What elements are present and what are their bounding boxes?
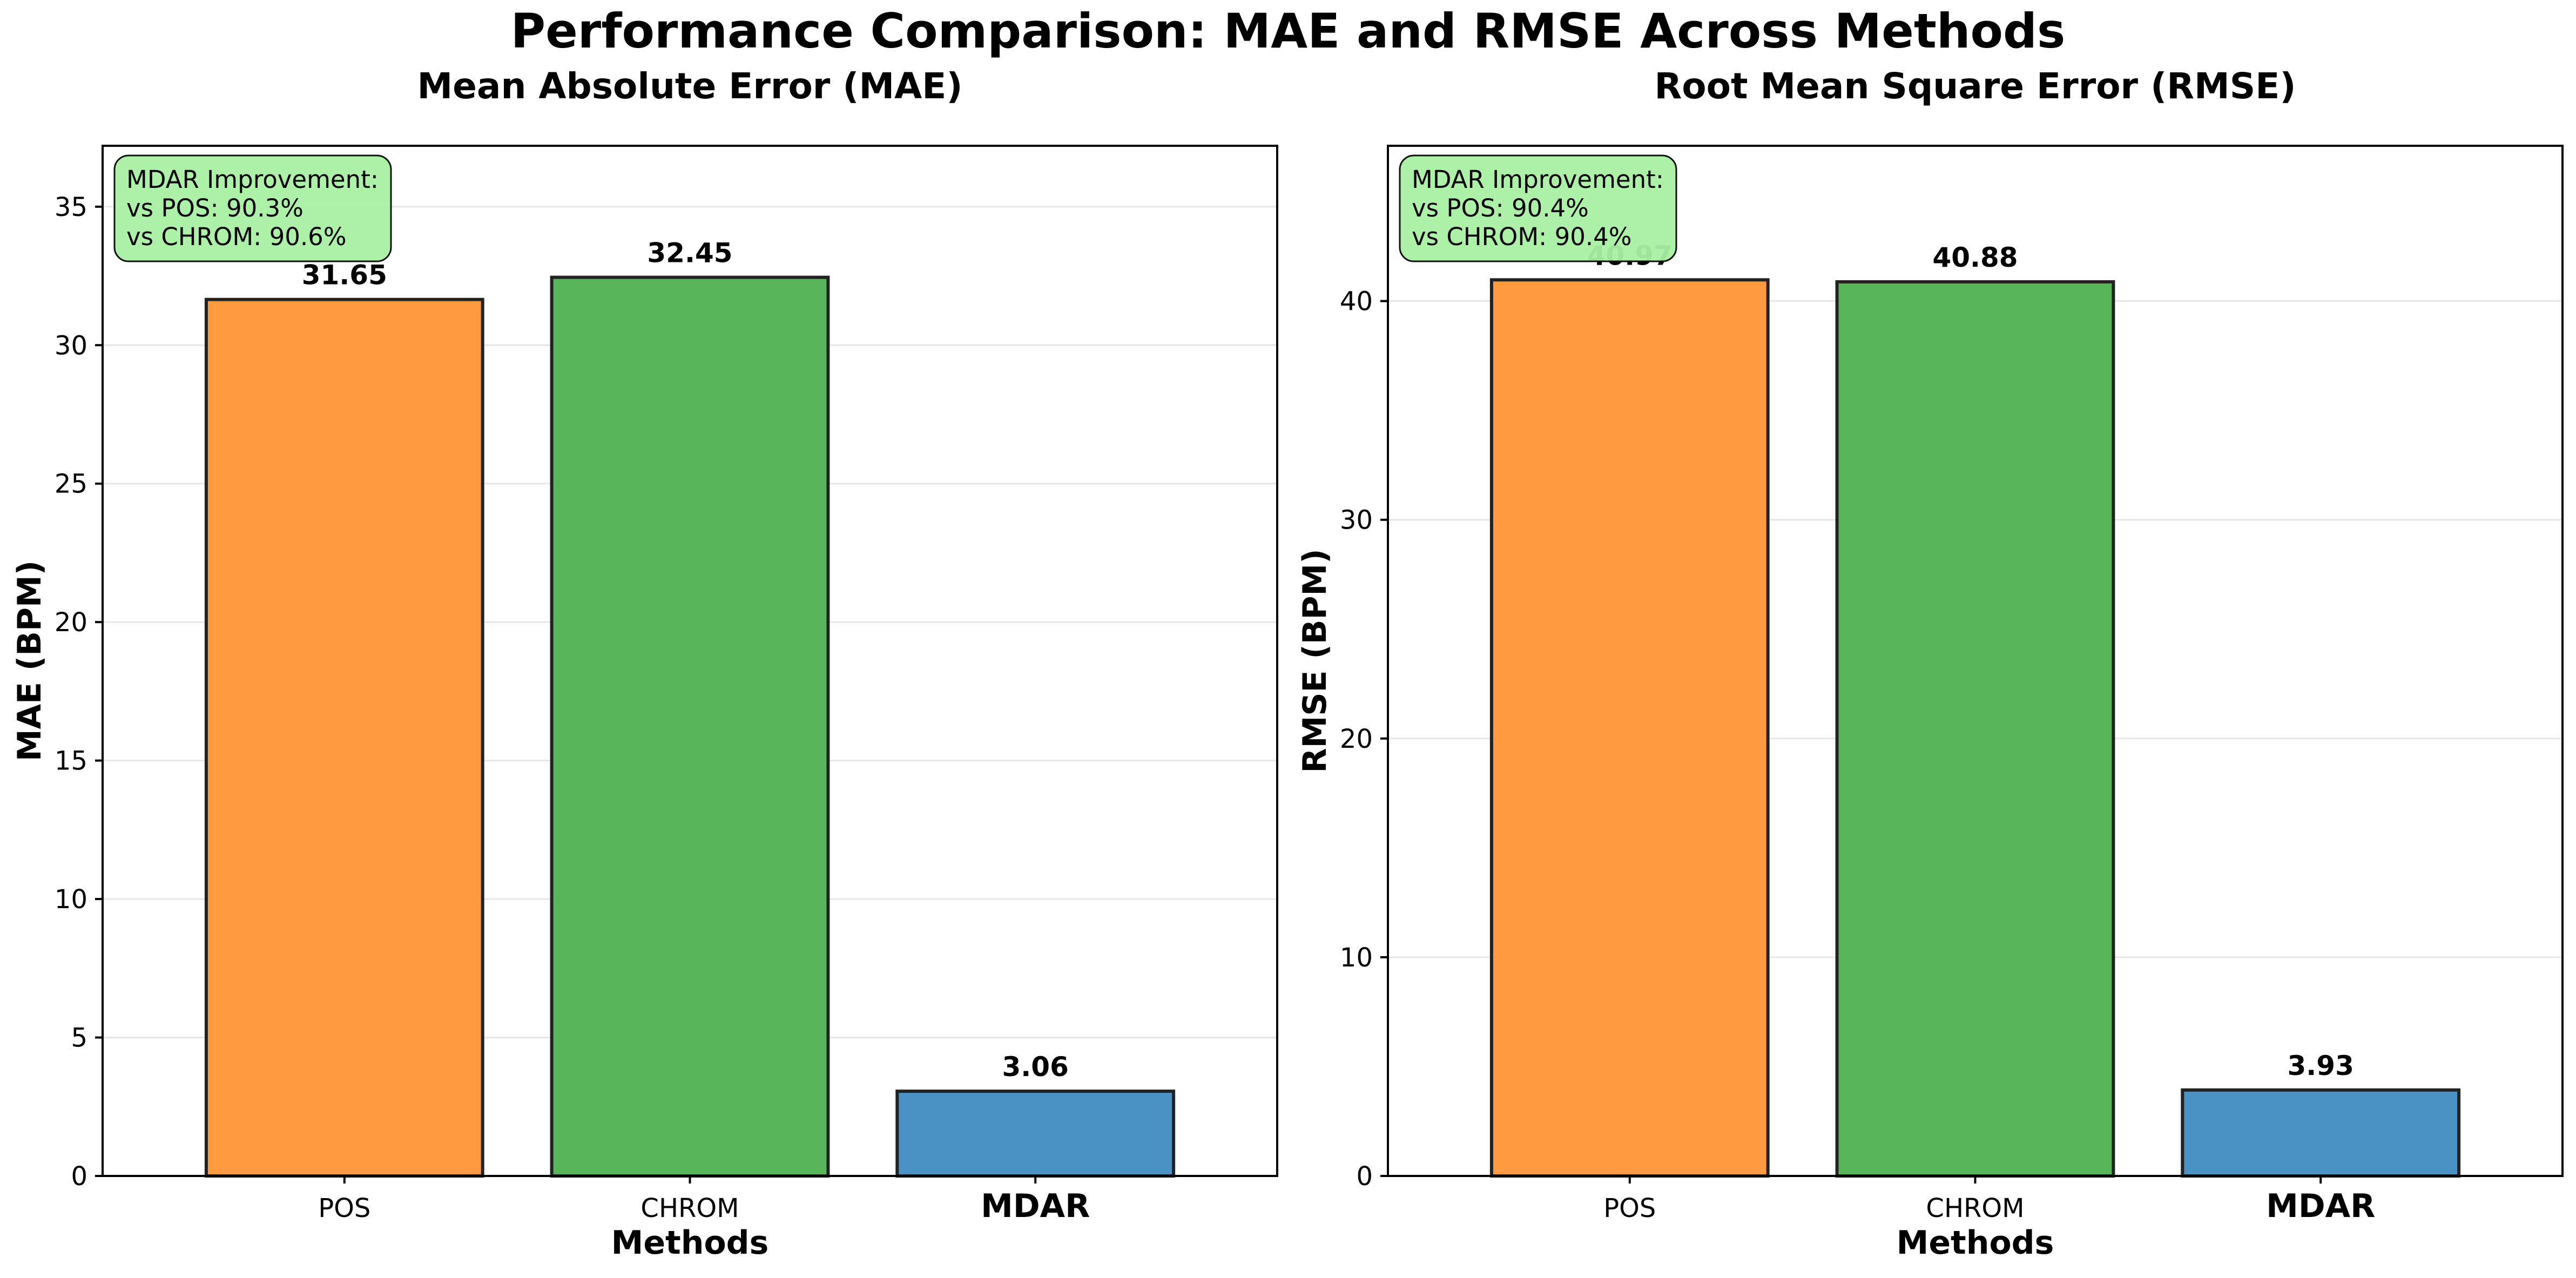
y-tick-label: 35	[55, 192, 87, 222]
y-tick-label: 20	[55, 607, 87, 638]
x-axis-label: Methods	[611, 1224, 769, 1262]
value-label: 3.93	[2288, 1050, 2354, 1081]
bar-chrom	[550, 275, 830, 1178]
improvement-annotation-line: MDAR Improvement:	[1412, 165, 1664, 194]
y-axis-label: MAE (BPM)	[11, 560, 49, 761]
improvement-annotation-box	[113, 154, 392, 262]
x-tick-label: POS	[1603, 1193, 1656, 1223]
value-label: 3.06	[1002, 1051, 1069, 1083]
x-axis-label: Methods	[1897, 1224, 2054, 1262]
improvement-annotation-line: MDAR Improvement:	[126, 165, 379, 194]
x-tick-label: MDAR	[981, 1187, 1090, 1225]
subplot-title: Mean Absolute Error (MAE)	[417, 65, 962, 107]
x-tick-label: POS	[318, 1193, 370, 1223]
value-label: 40.88	[1932, 242, 2018, 273]
improvement-annotation-line: vs POS: 90.3%	[126, 194, 304, 222]
y-tick-label: 0	[1356, 1161, 1373, 1192]
improvement-annotation-line: vs CHROM: 90.6%	[126, 222, 347, 251]
x-tick-label: CHROM	[640, 1193, 739, 1223]
subplot-title: Root Mean Square Error (RMSE)	[1654, 65, 2296, 107]
y-tick-label: 5	[71, 1023, 87, 1053]
bar-pos	[1489, 278, 1770, 1178]
x-tick-label: CHROM	[1926, 1193, 2024, 1223]
value-label: 31.65	[302, 260, 387, 291]
mae-chart-panel: Mean Absolute Error (MAE) 31.65 32.45 3.06 0…	[11, 65, 1278, 1262]
value-label: 32.45	[647, 238, 732, 269]
y-tick-label: 0	[71, 1161, 87, 1192]
y-axis-label: RMSE (BPM)	[1296, 549, 1334, 773]
improvement-annotation-box	[1399, 154, 1677, 262]
bar-pos	[204, 297, 484, 1178]
rmse-chart-panel: Root Mean Square Error (RMSE)40.9740.883…	[1296, 65, 2564, 1262]
y-tick-label: 10	[1340, 943, 1373, 973]
improvement-annotation-line: vs CHROM: 90.4%	[1412, 222, 1632, 251]
y-tick-label: 40	[1340, 287, 1373, 317]
y-tick-label: 20	[1340, 724, 1373, 754]
bar-mdar	[895, 1090, 1176, 1178]
bar-mdar	[2181, 1088, 2461, 1178]
figure-title: Performance Comparison: MAE and RMSE Acr…	[511, 3, 2066, 59]
y-tick-label: 25	[55, 469, 87, 499]
y-tick-label: 15	[55, 746, 87, 776]
y-tick-label: 30	[55, 330, 87, 361]
y-tick-label: 30	[1340, 505, 1373, 536]
y-tick-label: 10	[55, 884, 87, 915]
bar-chrom	[1835, 280, 2115, 1178]
improvement-annotation-line: vs POS: 90.4%	[1412, 194, 1589, 222]
x-tick-label: MDAR	[2266, 1187, 2375, 1225]
